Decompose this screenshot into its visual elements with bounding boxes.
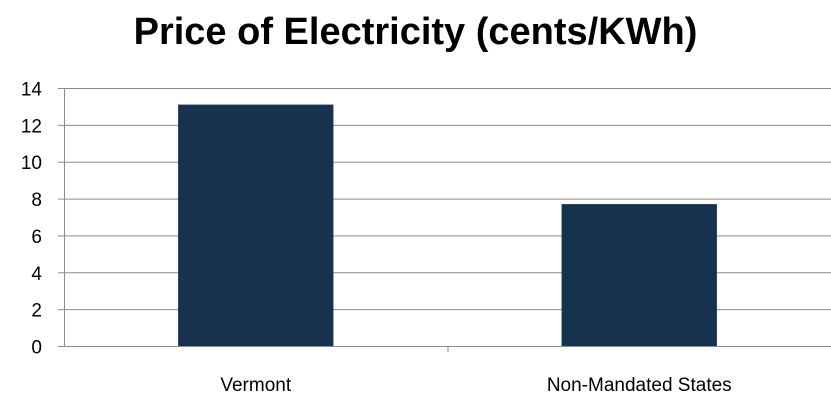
bar-non-mandated-states <box>561 204 717 346</box>
bars <box>178 104 717 346</box>
axis-labels: 0 2 4 6 8 10 12 14 Vermont Non-Mandated States <box>21 80 732 396</box>
x-tick-label-non-mandated-states: Non-Mandated States <box>547 375 732 396</box>
bar-vermont <box>178 104 334 346</box>
axes <box>58 88 831 352</box>
y-tick-label-14: 14 <box>21 80 43 101</box>
y-tick-label-6: 6 <box>31 227 42 248</box>
y-tick-label-12: 12 <box>21 116 42 137</box>
y-tick-label-2: 2 <box>31 301 42 322</box>
y-tick-label-8: 8 <box>31 190 42 211</box>
y-tick-label-10: 10 <box>21 153 42 174</box>
y-tick-label-4: 4 <box>31 264 42 285</box>
x-tick-label-vermont: Vermont <box>220 375 291 396</box>
y-tick-label-0: 0 <box>31 338 42 359</box>
chart-title: Price of Electricity (cents/KWh) <box>133 11 698 53</box>
